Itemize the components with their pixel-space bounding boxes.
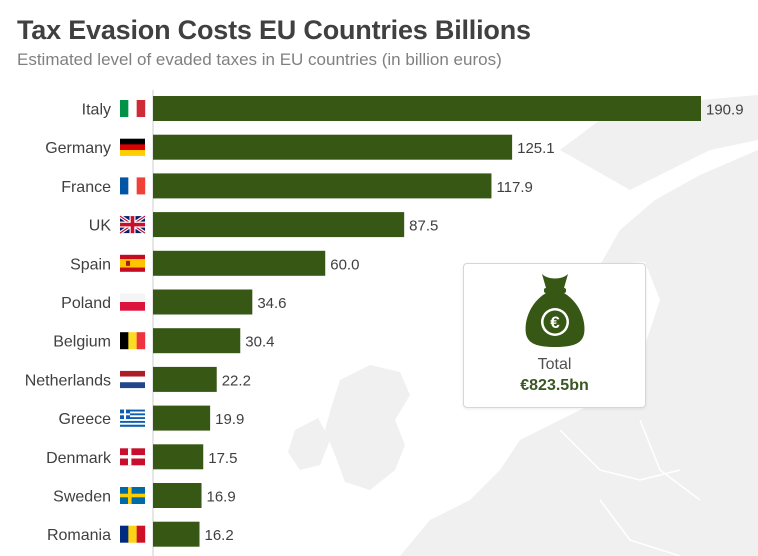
bar [153,328,241,354]
bar [153,250,326,276]
value-label: 16.9 [207,489,236,506]
belgium-flag-icon [120,332,146,350]
france-flag-icon [120,177,146,195]
value-label: 16.2 [205,527,234,544]
total-label: Total [537,356,572,373]
value-label: 117.9 [496,179,532,196]
category-label: Spain [70,256,111,273]
germany-flag-icon [120,138,145,156]
bar [153,444,204,470]
category-label: UK [89,218,112,235]
value-label: 60.0 [330,256,359,273]
romania-flag-icon [120,525,146,543]
value-label: 19.9 [215,411,244,428]
chart-title: Tax Evasion Costs EU Countries Billions [17,15,531,45]
total-value: €823.5bn [520,377,589,394]
bar [153,173,492,199]
chart-subtitle: Estimated level of evaded taxes in EU co… [17,50,502,69]
bar [153,289,253,315]
bar [153,212,405,238]
uk-flag-icon [119,214,146,235]
value-label: 87.5 [409,218,438,235]
sweden-flag-icon [120,487,145,504]
spain-flag-icon [120,254,145,272]
category-label: Netherlands [25,372,111,389]
value-label: 30.4 [245,334,274,351]
netherlands-flag-icon [120,370,145,389]
greece-flag-icon [120,409,145,427]
value-label: 190.9 [706,102,744,119]
money-bag-euro-icon: € [525,274,585,347]
value-label: 125.1 [517,140,555,157]
category-label: Greece [59,411,112,428]
euro-symbol: € [550,313,560,332]
bar [153,521,200,547]
bar [153,483,202,508]
category-label: Germany [45,140,111,157]
total-card: € Total €823.5bn [463,263,646,408]
category-label: Belgium [53,334,111,351]
bar [153,134,513,160]
bar [153,96,701,121]
value-label: 22.2 [222,372,251,389]
poland-flag-icon [120,293,145,311]
category-label: France [61,179,111,196]
bar [153,405,211,431]
category-label: Italy [82,102,111,119]
category-label: Sweden [53,489,111,506]
value-label: 17.5 [208,450,237,467]
bar [153,366,217,392]
category-label: Poland [61,295,111,312]
italy-flag-icon [120,100,146,117]
category-label: Denmark [46,450,112,467]
category-label: Romania [47,527,111,544]
value-label: 34.6 [257,295,286,312]
denmark-flag-icon [120,448,145,466]
